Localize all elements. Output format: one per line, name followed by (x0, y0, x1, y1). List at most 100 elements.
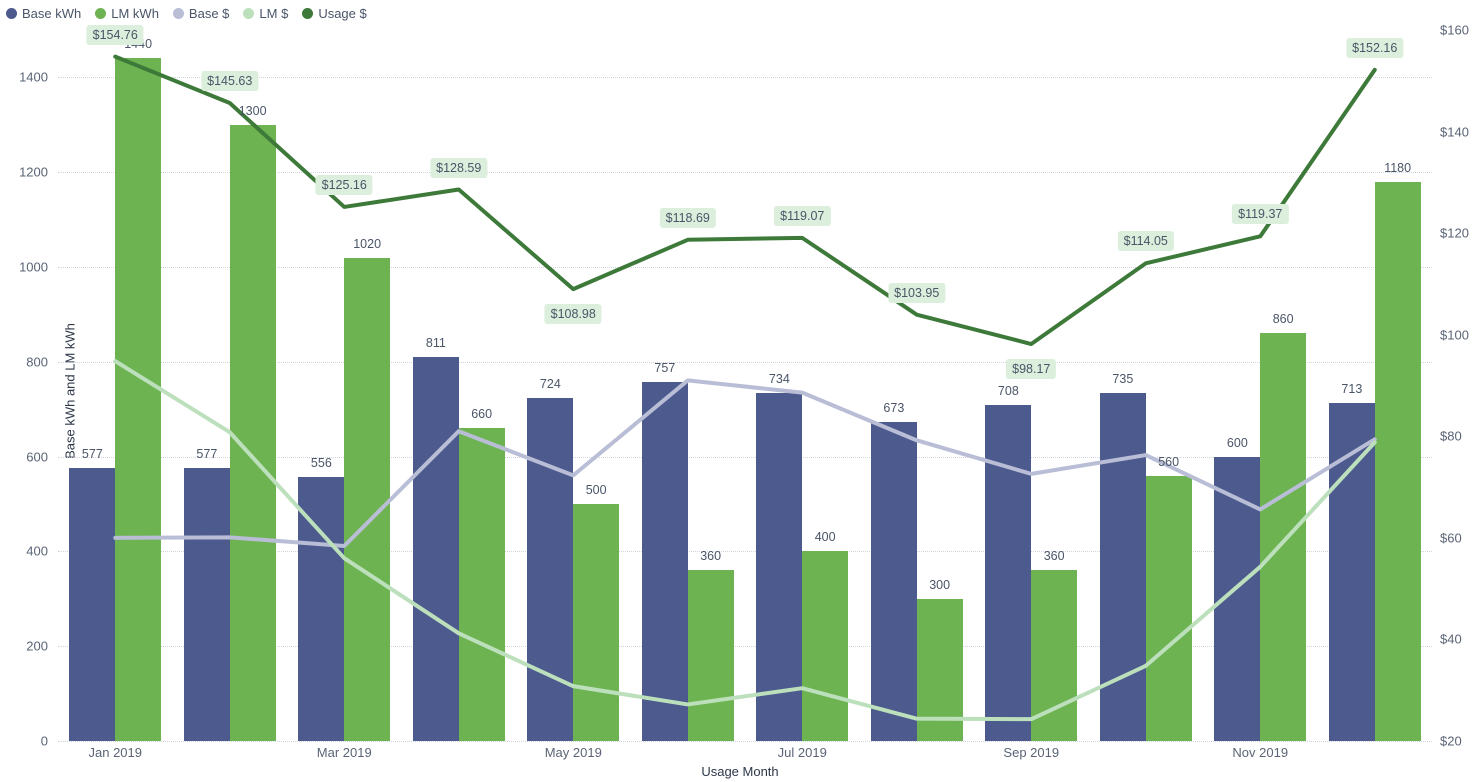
bar-value-label: 1020 (353, 236, 382, 251)
bar-value-label: 400 (814, 530, 836, 545)
x-axis-tick-label: Mar 2019 (316, 745, 372, 760)
y-axis-tick-label: 1400 (19, 69, 48, 85)
bar-value-label: 735 (1112, 371, 1134, 386)
line-value-label: $154.76 (86, 24, 144, 45)
bar-lm-kwh[interactable] (1374, 181, 1421, 741)
legend-item-base-kwh[interactable]: Base kWh (6, 7, 81, 20)
bar-base-kwh[interactable] (1328, 403, 1375, 741)
y2-axis-tick-label: $20 (1440, 733, 1462, 749)
line-value-label: $98.17 (1006, 359, 1057, 379)
x-axis-tick-label: Jan 2019 (88, 745, 143, 760)
x-axis-title: Usage Month (701, 764, 779, 779)
legend-dot-icon (6, 7, 17, 19)
y2-axis-tick-label: $80 (1440, 428, 1462, 444)
y2-axis-tick-label: $160 (1440, 22, 1469, 38)
y-axis-tick-label: 0 (40, 733, 48, 749)
line-value-label: $103.95 (888, 282, 946, 303)
x-axis-tick-label: Sep 2019 (1003, 745, 1060, 760)
line-usage-[interactable] (113, 54, 1377, 347)
y-axis-tick-label: 800 (26, 354, 48, 370)
bar-base-kwh[interactable] (641, 382, 688, 741)
y2-axis-tick-label: $120 (1440, 225, 1469, 241)
chart-legend: Base kWh LM kWh Base $ LM $ Usage $ (6, 3, 367, 23)
bar-lm-kwh[interactable] (115, 58, 162, 741)
bar-value-label: 600 (1226, 435, 1248, 450)
bar-value-label: 577 (81, 446, 103, 461)
bar-lm-kwh[interactable] (344, 257, 391, 741)
bar-base-kwh[interactable] (756, 393, 803, 741)
line-base-[interactable] (113, 378, 1377, 548)
bar-value-label: 556 (310, 456, 332, 471)
bar-value-label: 360 (700, 549, 722, 564)
line-series-group (113, 54, 1377, 722)
y-axis-tick-label: 600 (26, 449, 48, 465)
bar-value-label: 713 (1341, 382, 1363, 397)
bar-value-label: 811 (425, 335, 446, 350)
bar-lm-kwh[interactable] (573, 504, 620, 741)
bar-base-kwh[interactable] (298, 477, 345, 741)
line-value-label: $152.16 (1346, 37, 1404, 58)
gridline (58, 77, 1432, 79)
y-axis-tick-label: 1200 (19, 164, 48, 180)
line-lm-[interactable] (113, 359, 1377, 722)
bar-base-kwh[interactable] (870, 422, 917, 741)
line-value-label: $119.37 (1232, 204, 1289, 225)
gridline (58, 456, 1432, 458)
legend-item-label: LM kWh (111, 5, 159, 21)
line-value-label: $118.69 (659, 207, 716, 228)
y2-axis-tick-label: $140 (1440, 124, 1469, 140)
bar-value-label: 300 (929, 577, 951, 592)
bar-value-label: 757 (654, 361, 676, 376)
bar-value-label: 734 (768, 372, 790, 387)
bar-lm-kwh[interactable] (802, 551, 849, 741)
bar-value-label: 1180 (1384, 160, 1412, 175)
legend-item-base[interactable]: Base $ (172, 5, 230, 21)
bar-value-label: 360 (1043, 549, 1065, 564)
bar-value-label: 560 (1158, 454, 1180, 469)
bar-lm-kwh[interactable] (687, 570, 734, 741)
legend-dot-icon (302, 7, 314, 19)
legend-dot-icon (243, 7, 255, 19)
gridline (58, 267, 1432, 268)
bar-base-kwh[interactable] (69, 467, 116, 741)
legend-item-label: LM $ (259, 5, 289, 21)
bar-lm-kwh[interactable] (1031, 570, 1078, 741)
gridline (58, 172, 1432, 174)
x-axis-tick-label: Nov 2019 (1232, 745, 1289, 760)
plot-area: 5775775568117247577346737087356007131440… (58, 24, 1432, 742)
y2-axis-tick-label: $40 (1440, 631, 1462, 647)
bar-value-label: 500 (585, 483, 607, 497)
legend-item-label: Base kWh (22, 5, 82, 21)
legend-item-usage[interactable]: Usage $ (302, 5, 367, 21)
legend-dot-icon (95, 7, 107, 19)
bar-value-label: 708 (997, 384, 1019, 399)
line-value-label: $108.98 (544, 304, 602, 325)
bar-base-kwh[interactable] (412, 356, 459, 741)
legend-item-label: Base $ (188, 5, 230, 21)
gridline (58, 361, 1432, 363)
legend-item-lm[interactable]: LM $ (243, 7, 288, 20)
bar-lm-kwh[interactable] (458, 428, 505, 741)
bar-lm-kwh[interactable] (1260, 333, 1307, 741)
y-axis-tick-label: 1000 (19, 259, 48, 275)
line-value-label: $119.07 (774, 205, 831, 226)
bar-value-label: 860 (1272, 312, 1294, 327)
y-axis-tick-label: 200 (26, 638, 48, 654)
bar-lm-kwh[interactable] (1145, 475, 1192, 741)
legend-item-label: Usage $ (318, 5, 367, 21)
legend-item-lm-kwh[interactable]: LM kWh (95, 7, 159, 20)
y2-axis-tick-label: $100 (1440, 327, 1469, 343)
bar-base-kwh[interactable] (183, 467, 230, 741)
bar-lm-kwh[interactable] (229, 124, 276, 741)
gridline (58, 646, 1432, 648)
gridline (58, 551, 1432, 553)
bar-value-label: 673 (883, 400, 905, 415)
y-axis-tick-label: 400 (26, 543, 48, 559)
bar-value-label: 660 (471, 407, 493, 422)
legend-dot-icon (172, 7, 184, 19)
x-axis-tick-label: Jul 2019 (777, 745, 827, 760)
line-value-label: $114.05 (1117, 231, 1174, 252)
line-value-label: $125.16 (315, 174, 373, 195)
bar-value-label: 724 (539, 376, 561, 391)
